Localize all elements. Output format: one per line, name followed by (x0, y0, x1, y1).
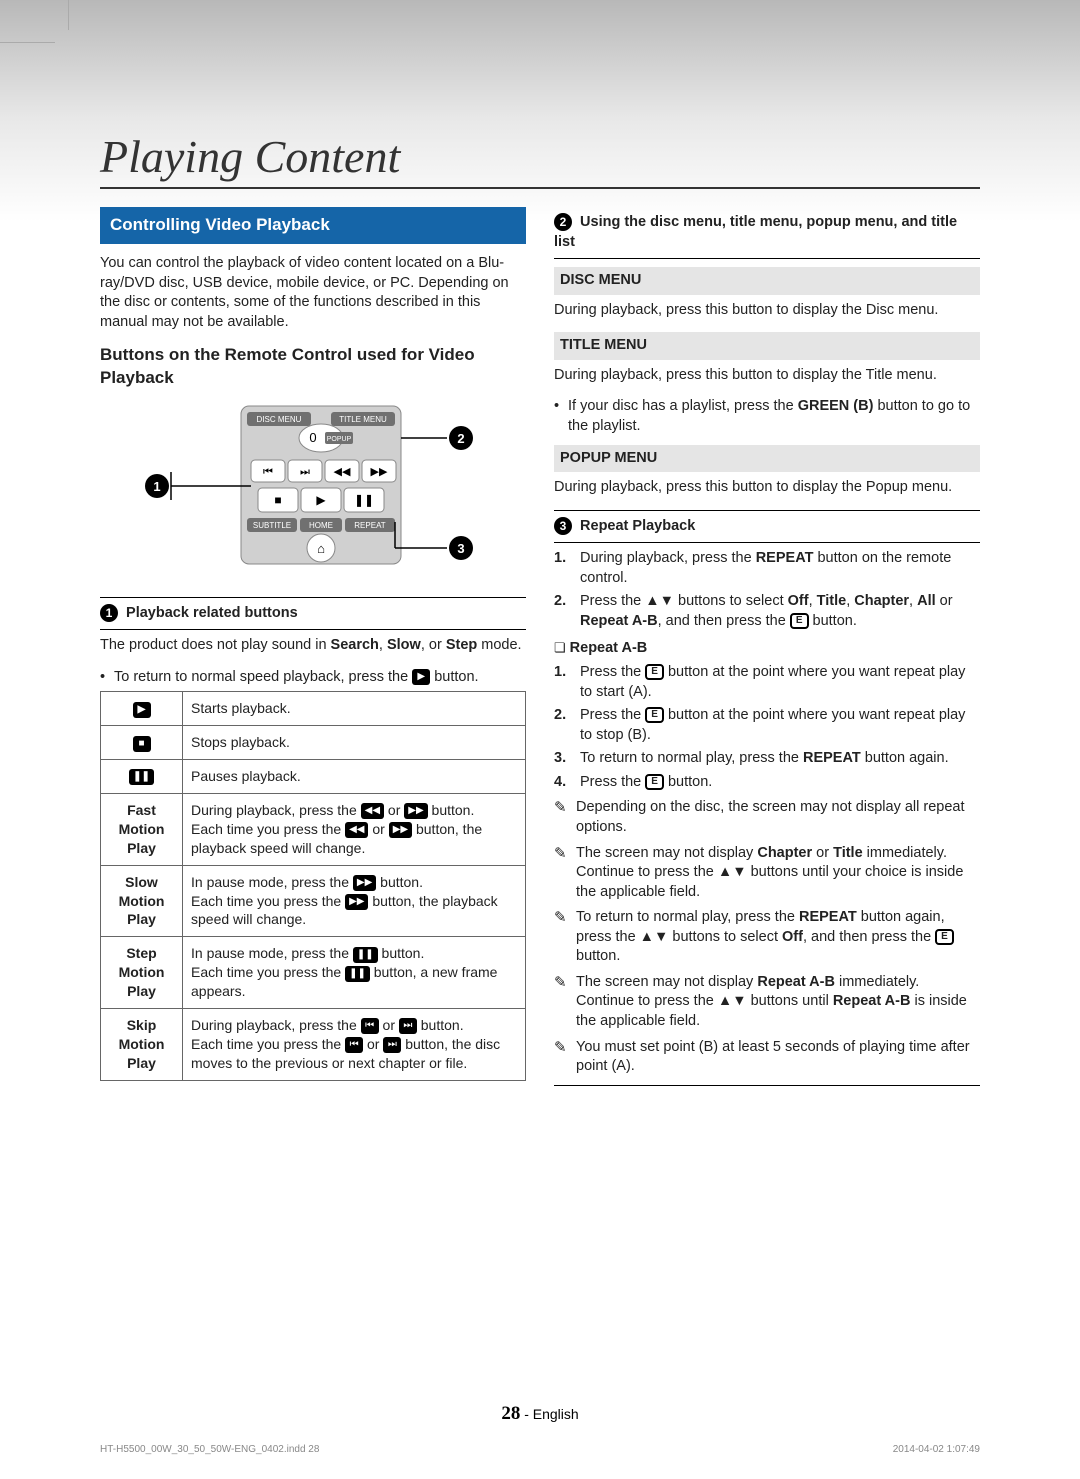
note: ✎Depending on the disc, the screen may n… (554, 798, 980, 837)
callout-num-3: 3 (554, 517, 572, 535)
remote-diagram: DISC MENU TITLE MENU 0 POPUP ⏮ (100, 402, 526, 579)
table-row: ■ Stops playback. (101, 726, 526, 760)
disc-menu-header: DISC MENU (554, 267, 980, 295)
callout-3: 3 Repeat Playback (554, 510, 980, 544)
forward-icon: ▶▶ (353, 875, 376, 891)
note: ✎The screen may not display Repeat A-B i… (554, 973, 980, 1032)
svg-text:POPUP: POPUP (327, 436, 352, 443)
play-icon: ▶ (133, 702, 151, 718)
repeat-ab-steps: 1.Press the E button at the point where … (554, 663, 980, 792)
table-row: ▶ Starts playback. (101, 692, 526, 726)
enter-icon: E (645, 774, 664, 790)
return-bullet: • To return to normal speed playback, pr… (100, 668, 526, 688)
enter-icon: E (645, 664, 664, 680)
svg-text:❚❚: ❚❚ (354, 493, 374, 507)
title-menu-text: During playback, press this button to di… (554, 366, 980, 386)
remote-subtitle: Buttons on the Remote Control used for V… (100, 344, 526, 390)
svg-text:1: 1 (153, 479, 160, 494)
enter-icon: E (790, 613, 809, 629)
pause-icon: ❚❚ (129, 769, 154, 785)
svg-text:▶▶: ▶▶ (371, 466, 388, 478)
rewind-icon: ◀◀ (361, 803, 384, 819)
intro-text: You can control the playback of video co… (100, 254, 526, 332)
prev-icon: ⏮ (361, 1018, 379, 1034)
callout-1-note: The product does not play sound in Searc… (100, 636, 526, 656)
footline: HT-H5500_00W_30_50_50W-ENG_0402.indd 28 … (100, 1444, 980, 1455)
section-header: Controlling Video Playback (100, 207, 526, 244)
callout-3-title: Repeat Playback (580, 518, 695, 534)
svg-text:TITLE MENU: TITLE MENU (339, 415, 387, 424)
svg-text:3: 3 (457, 541, 464, 556)
svg-text:SUBTITLE: SUBTITLE (253, 521, 291, 530)
playback-table: ▶ Starts playback. ■ Stops playback. ❚❚ … (100, 691, 526, 1080)
repeat-ab-header: ❏Repeat A-B (554, 639, 980, 659)
svg-text:0: 0 (309, 430, 316, 445)
forward-icon: ▶▶ (404, 803, 427, 819)
callout-num-2: 2 (554, 213, 572, 231)
remote-svg: DISC MENU TITLE MENU 0 POPUP ⏮ (143, 402, 483, 572)
note: ✎You must set point (B) at least 5 secon… (554, 1038, 980, 1077)
note: ✎The screen may not display Chapter or T… (554, 844, 980, 903)
callout-1-title: Playback related buttons (126, 605, 298, 621)
title-menu-header: TITLE MENU (554, 332, 980, 360)
table-row: Skip Motion Play During playback, press … (101, 1009, 526, 1081)
disc-menu-text: During playback, press this button to di… (554, 301, 980, 321)
table-row: ❚❚ Pauses playback. (101, 760, 526, 794)
svg-text:■: ■ (274, 493, 281, 507)
svg-text:DISC MENU: DISC MENU (257, 415, 302, 424)
table-row: Fast Motion Play During playback, press … (101, 793, 526, 865)
left-column: Controlling Video Playback You can contr… (100, 207, 526, 1086)
enter-icon: E (935, 929, 954, 945)
table-row: Step Motion Play In pause mode, press th… (101, 937, 526, 1009)
table-row: Slow Motion Play In pause mode, press th… (101, 865, 526, 937)
divider (554, 1085, 980, 1086)
svg-text:⏭: ⏭ (300, 466, 310, 478)
svg-text:▶: ▶ (316, 493, 326, 507)
play-icon: ▶ (412, 669, 430, 685)
callout-num-1: 1 (100, 604, 118, 622)
callout-1: 1 Playback related buttons (100, 597, 526, 631)
note: ✎To return to normal play, press the REP… (554, 908, 980, 967)
title-menu-bullet: • If your disc has a playlist, press the… (554, 397, 980, 436)
svg-text:⏮: ⏮ (263, 466, 273, 478)
popup-menu-header: POPUP MENU (554, 445, 980, 473)
svg-text:HOME: HOME (309, 521, 333, 530)
page-title: Playing Content (100, 130, 980, 189)
right-column: 2 Using the disc menu, title menu, popup… (554, 207, 980, 1086)
stop-icon: ■ (133, 736, 151, 752)
svg-text:REPEAT: REPEAT (354, 521, 386, 530)
next-icon: ⏭ (399, 1018, 417, 1034)
popup-menu-text: During playback, press this button to di… (554, 478, 980, 498)
svg-text:2: 2 (457, 431, 464, 446)
svg-text:⌂: ⌂ (317, 541, 325, 556)
callout-2: 2 Using the disc menu, title menu, popup… (554, 213, 980, 259)
repeat-steps: 1.During playback, press the REPEAT butt… (554, 549, 980, 631)
svg-text:◀◀: ◀◀ (334, 466, 351, 478)
columns: Controlling Video Playback You can contr… (100, 207, 980, 1086)
page-footer: 28 - English (0, 1403, 1080, 1425)
callout-2-title: Using the disc menu, title menu, popup m… (554, 214, 957, 250)
enter-icon: E (645, 707, 664, 723)
pause-icon: ❚❚ (353, 947, 378, 963)
page: Playing Content Controlling Video Playba… (0, 0, 1080, 1479)
